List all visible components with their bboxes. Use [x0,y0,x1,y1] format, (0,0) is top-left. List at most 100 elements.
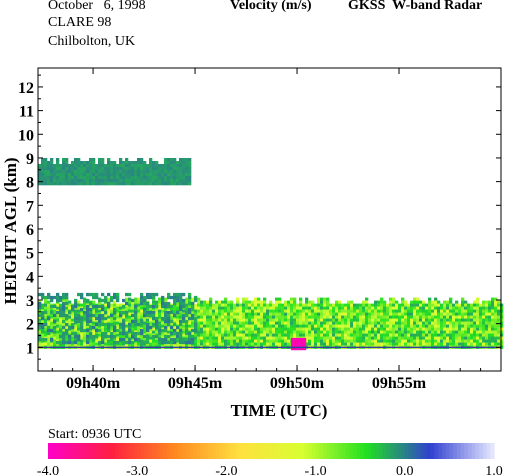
colorbar-segment [419,443,424,459]
colorbar-segment [263,443,268,459]
colorbar-segment [289,443,294,459]
colorbar-segment [62,443,68,459]
colorbar-segment [111,443,116,459]
colorbar-segment [378,443,384,459]
colorbar-segment [77,443,83,459]
colorbar-segment [222,443,227,459]
y-tick-label: 5 [26,246,34,263]
colorbar-segment [100,443,105,459]
colorbar-segment [460,443,465,459]
colorbar-segment [256,443,261,459]
colorbar-segment [475,443,480,459]
echo-region-fast-fall-patch [290,337,307,351]
colorbar-segment [74,443,79,459]
colorbar-segment [352,443,358,459]
instrument-label: GKSS W-band Radar [348,0,483,13]
colorbar-segment [382,443,387,459]
colorbar-segment [207,443,213,459]
colorbar-segment [441,443,447,459]
colorbar-segment [445,443,450,459]
echo-region-lower-layer-blue-patch [38,292,198,345]
colorbar-segment [244,443,250,459]
colorbar-segment [412,443,417,459]
colorbar-segment [118,443,123,459]
colorbar-segment [453,443,458,459]
colorbar-segment [415,443,421,459]
colorbar-tick-label: -3.0 [126,464,148,476]
x-tick-label: 09h55m [372,375,427,392]
start-label: Start: 0936 UTC [48,427,141,442]
variable-label: Velocity (m/s) [230,0,312,13]
colorbar-segment [51,443,57,459]
colorbar-segment [267,443,272,459]
colorbar-segment [129,443,135,459]
colorbar-segment [233,443,239,459]
colorbar-segment [185,443,190,459]
echo-region-upper-layer [38,158,192,186]
colorbar-segment [137,443,142,459]
colorbar-segment [85,443,90,459]
colorbar-segment [360,443,365,459]
colorbar-segment [304,443,309,459]
colorbar-segment [196,443,201,459]
colorbar-segment [170,443,175,459]
x-axis-label: TIME (UTC) [231,401,328,420]
colorbar-segment [482,443,488,459]
y-tick-label: 3 [26,293,34,310]
colorbar-segment [278,443,283,459]
colorbar-tick-label: 0.0 [396,464,414,476]
colorbar-segment [464,443,469,459]
colorbar-segment [133,443,138,459]
colorbar-segment [159,443,164,459]
colorbar-segment [241,443,246,459]
colorbar-segment [456,443,462,459]
colorbar-segment [174,443,179,459]
colorbar-segment [408,443,413,459]
colorbar-segment [166,443,172,459]
colorbar-segment [103,443,109,459]
colorbar-segment [300,443,306,459]
x-tick-label: 09h40m [66,375,121,392]
colorbar-segment [204,443,209,459]
colorbar-segment [330,443,335,459]
colorbar-segment [274,443,280,459]
colorbar-segment [367,443,372,459]
colorbar-segment [393,443,398,459]
colorbar-segment [323,443,328,459]
colorbar-segment [155,443,161,459]
colorbar-segment [490,443,495,459]
colorbar-segment [66,443,71,459]
colorbar-segment [88,443,94,459]
colorbar-segment [122,443,127,459]
colorbar-segment [293,443,298,459]
y-axis-label: HEIGHT AGL (km) [1,157,20,304]
colorbar-segment [434,443,439,459]
colorbar-segment [386,443,391,459]
colorbar-segment [248,443,254,459]
colorbar-segment [282,443,287,459]
colorbar-segment [308,443,313,459]
colorbar-segment [59,443,64,459]
colorbar-segment [375,443,380,459]
colorbar-segment [181,443,187,459]
colorbar-segment [397,443,402,459]
colorbar-segment [211,443,216,459]
colorbar-segment [230,443,235,459]
x-tick-label: 09h50m [270,375,325,392]
y-tick-label: 1 [26,340,34,357]
y-tick-label: 4 [26,269,34,286]
colorbar-segment [285,443,291,459]
colorbar-segment [449,443,454,459]
colorbar-segment [404,443,410,459]
colorbar-segment [189,443,194,459]
colorbar-segment [311,443,317,459]
y-tick-label: 7 [26,198,34,215]
colorbar-segment [427,443,432,459]
y-tick-label: 10 [18,127,34,144]
colorbar-segment [356,443,361,459]
colorbar-segment [363,443,369,459]
colorbar-segment [271,443,276,459]
y-tick-label: 6 [26,222,34,239]
colorbar-segment [430,443,436,459]
